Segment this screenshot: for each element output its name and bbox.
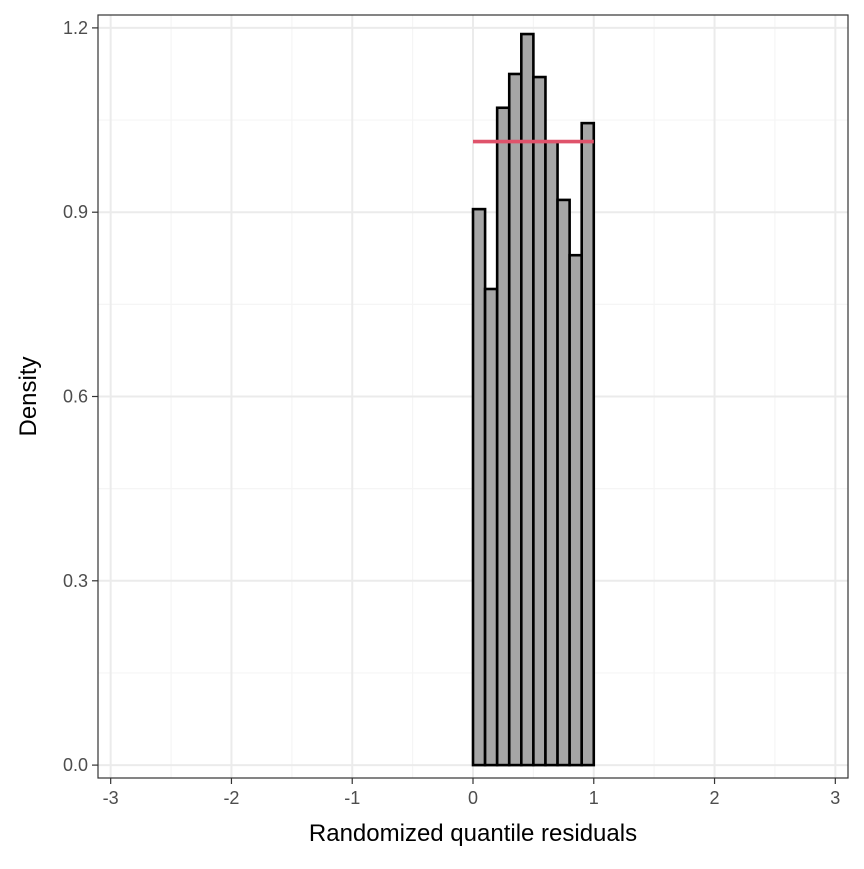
histogram-bars — [471, 32, 596, 767]
x-tick-label: -3 — [103, 788, 119, 808]
x-tick-label: -1 — [344, 788, 360, 808]
histogram-bar — [532, 75, 547, 767]
histogram-bar — [544, 140, 559, 767]
histogram-bar — [580, 121, 596, 767]
x-tick-label: 3 — [830, 788, 840, 808]
histogram-bar — [520, 32, 535, 767]
y-tick-label: 0.3 — [63, 571, 88, 591]
histogram-bar — [556, 198, 571, 767]
histogram-bar — [483, 287, 499, 767]
y-tick-label: 0.0 — [63, 755, 88, 775]
y-tick-label: 1.2 — [63, 18, 88, 38]
axes: -3 -2 -1 0 1 2 3 0.0 0.3 0.6 0.9 1.2 — [63, 18, 840, 808]
histogram-bar — [507, 72, 523, 767]
x-axis-title: Randomized quantile residuals — [309, 820, 637, 847]
x-tick-label: 2 — [710, 788, 720, 808]
histogram-bar — [495, 106, 511, 767]
y-tick-label: 0.6 — [63, 387, 88, 407]
x-tick-label: 1 — [589, 788, 599, 808]
histogram-bar — [568, 253, 583, 767]
x-tick-label: -2 — [223, 788, 239, 808]
histogram-bar — [471, 207, 487, 767]
y-tick-label: 0.9 — [63, 202, 88, 222]
x-tick-label: 0 — [468, 788, 478, 808]
y-axis-title: Density — [15, 356, 42, 436]
